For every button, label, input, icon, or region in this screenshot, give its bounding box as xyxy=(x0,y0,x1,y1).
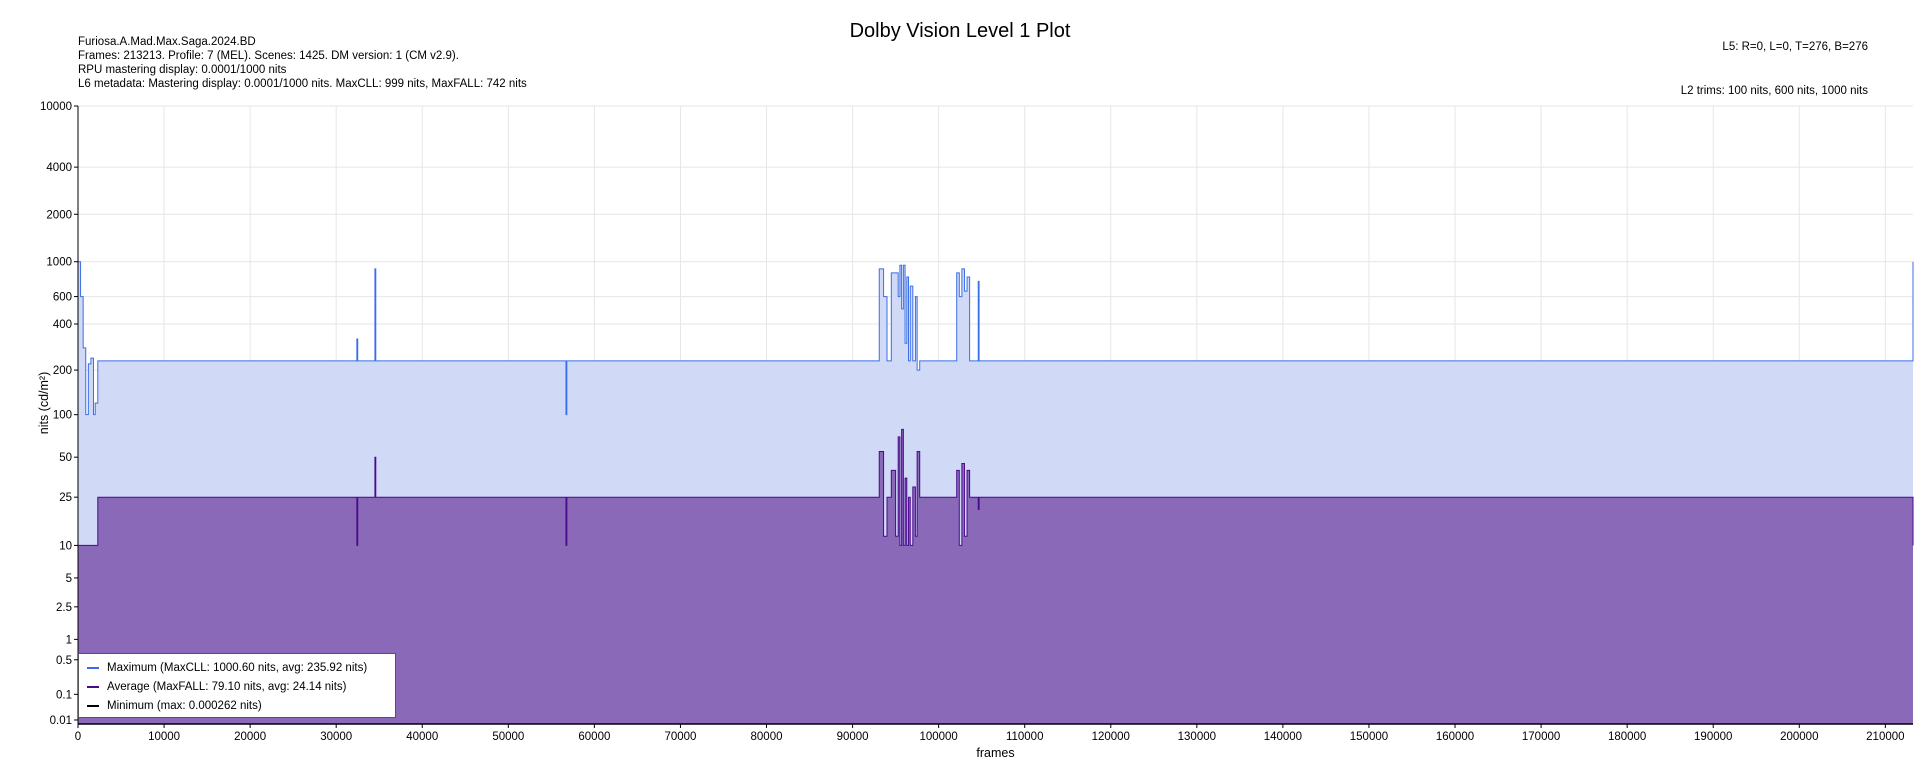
x-tick-label: 170000 xyxy=(1522,731,1560,743)
x-tick-label: 110000 xyxy=(1006,731,1044,743)
l6-metadata-info: L6 metadata: Mastering display: 0.0001/1… xyxy=(78,78,527,90)
y-tick-label: 4000 xyxy=(46,162,72,174)
x-tick-label: 30000 xyxy=(320,731,352,743)
y-tick-label: 10 xyxy=(59,540,72,552)
y-tick-label: 200 xyxy=(53,365,72,377)
y-tick-label: 400 xyxy=(53,319,72,331)
l2-trims-info: L2 trims: 100 nits, 600 nits, 1000 nits xyxy=(1680,85,1868,97)
y-tick-label: 2.5 xyxy=(56,602,72,614)
series-area-average xyxy=(78,429,1913,724)
series-line-average xyxy=(78,428,1914,546)
x-tick-label: 70000 xyxy=(664,731,696,743)
legend-item-average: Average (MaxFALL: 79.10 nits, avg: 24.14… xyxy=(87,677,387,696)
legend-label-minimum: Minimum (max: 0.000262 nits) xyxy=(107,699,262,712)
y-tick-label: 1 xyxy=(66,634,72,646)
chart-title: Dolby Vision Level 1 Plot xyxy=(849,20,1071,42)
x-tick-label: 150000 xyxy=(1350,731,1388,743)
legend: Maximum (MaxCLL: 1000.60 nits, avg: 235.… xyxy=(78,653,396,718)
y-tick-label: 2000 xyxy=(46,209,72,221)
legend-item-minimum: Minimum (max: 0.000262 nits) xyxy=(87,696,387,715)
x-tick-label: 80000 xyxy=(751,731,783,743)
x-tick-label: 210000 xyxy=(1866,731,1904,743)
y-tick-label: 0.1 xyxy=(56,689,72,701)
info-left: Furiosa.A.Mad.Max.Saga.2024.BD Frames: 2… xyxy=(78,35,527,91)
x-tick-label: 100000 xyxy=(919,731,957,743)
x-tick-label: 120000 xyxy=(1092,731,1130,743)
legend-swatch-minimum xyxy=(87,704,99,707)
legend-swatch-average xyxy=(87,685,99,688)
series-line-maximum xyxy=(78,261,1914,416)
x-tick-label: 200000 xyxy=(1780,731,1818,743)
x-tick-label: 20000 xyxy=(234,731,266,743)
y-tick-label: 1000 xyxy=(46,257,72,269)
file-name: Furiosa.A.Mad.Max.Saga.2024.BD xyxy=(78,36,256,48)
legend-label-average: Average (MaxFALL: 79.10 nits, avg: 24.14… xyxy=(107,680,347,693)
x-tick-label: 10000 xyxy=(148,731,180,743)
x-tick-label: 190000 xyxy=(1694,731,1732,743)
y-tick-label: 0.5 xyxy=(56,655,72,667)
y-tick-label: 100 xyxy=(53,410,72,422)
x-axis-label: frames xyxy=(976,746,1014,760)
x-tick-label: 0 xyxy=(75,731,81,743)
x-tick-label: 130000 xyxy=(1178,731,1216,743)
y-tick-label: 10000 xyxy=(40,101,72,113)
y-tick-label: 25 xyxy=(59,492,72,504)
x-tick-label: 160000 xyxy=(1436,731,1474,743)
y-tick-label: 600 xyxy=(53,292,72,304)
y-tick-label: 5 xyxy=(66,573,72,585)
x-tick-label: 40000 xyxy=(406,731,438,743)
legend-label-maximum: Maximum (MaxCLL: 1000.60 nits, avg: 235.… xyxy=(107,661,368,674)
l5-info: L5: R=0, L=0, T=276, B=276 xyxy=(1722,41,1868,53)
x-tick-label: 50000 xyxy=(492,731,524,743)
x-tick-label: 180000 xyxy=(1608,731,1646,743)
legend-item-maximum: Maximum (MaxCLL: 1000.60 nits, avg: 235.… xyxy=(87,658,387,677)
rpu-mastering-info: RPU mastering display: 0.0001/1000 nits xyxy=(78,64,287,76)
y-axis-label: nits (cd/m²) xyxy=(37,372,51,435)
x-tick-label: 90000 xyxy=(837,731,869,743)
frames-info: Frames: 213213. Profile: 7 (MEL). Scenes… xyxy=(78,50,459,62)
y-tick-label: 50 xyxy=(59,452,72,464)
x-tick-label: 140000 xyxy=(1264,731,1302,743)
x-tick-label: 60000 xyxy=(578,731,610,743)
legend-swatch-maximum xyxy=(87,666,99,669)
y-tick-label: 0.01 xyxy=(50,715,72,727)
